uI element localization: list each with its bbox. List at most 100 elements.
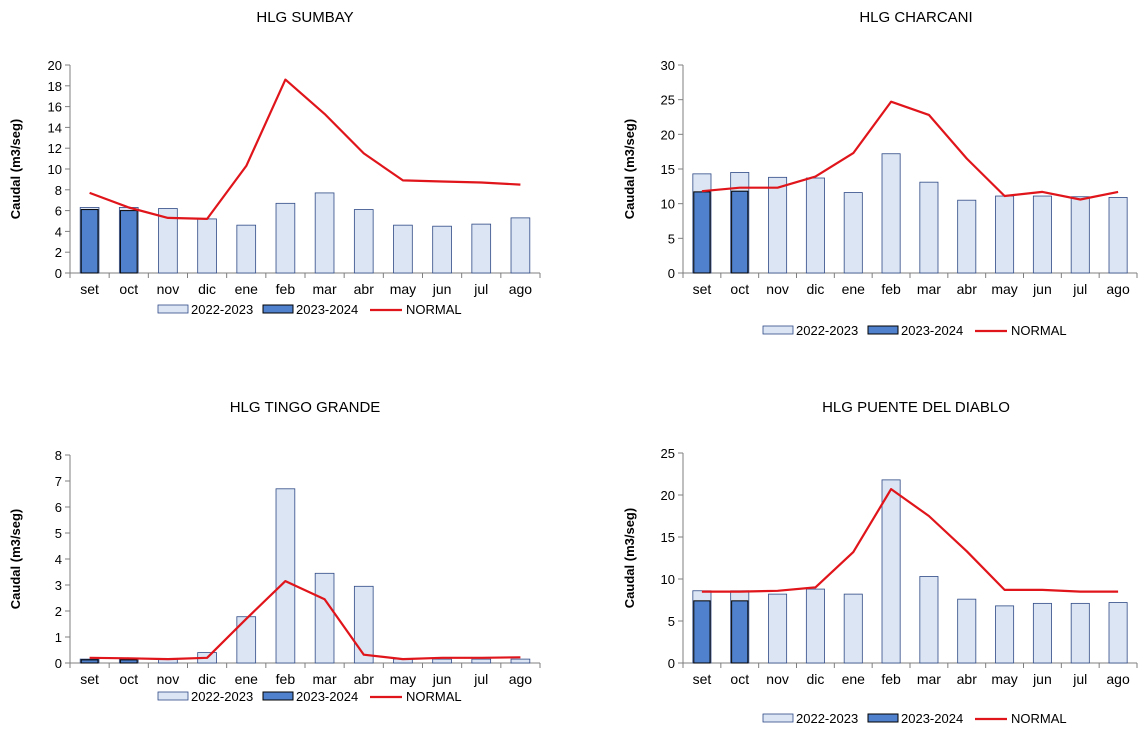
x-tick-label: ene: [842, 281, 866, 297]
y-tick-label: 8: [55, 183, 62, 198]
x-tick-label: jun: [1032, 281, 1052, 297]
x-tick-label: oct: [119, 671, 138, 687]
bar-2023-2024: [693, 191, 711, 274]
legend: 2022-2023 2023-2024 NORMAL: [762, 323, 1067, 338]
legend-label-2023-2024: 2023-2024: [901, 711, 963, 726]
x-tick-label: mar: [313, 671, 337, 687]
y-tick-label: 10: [661, 572, 675, 587]
x-tick-label: jul: [1072, 671, 1087, 687]
x-tick-label: jul: [473, 281, 488, 297]
x-tick-label: abr: [957, 671, 978, 687]
x-tick-label: set: [693, 671, 712, 687]
bar-2022-2023: [1108, 602, 1128, 664]
x-tick-label: may: [390, 281, 416, 297]
x-tick-label: set: [80, 281, 99, 297]
bar-2022-2023: [432, 658, 452, 664]
chart-panel-2: HLG CHARCANI Caudal (m3/seg) 0 5 10 15 20 25 30 s…: [622, 9, 1138, 338]
y-tick-label: 4: [55, 224, 62, 239]
y-tick-label: 8: [55, 448, 62, 463]
bar-2022-2023: [510, 217, 531, 274]
legend-swatch-2023-2024: [262, 691, 294, 701]
x-tick-label: ago: [1106, 671, 1130, 687]
x-tick-label: abr: [354, 671, 375, 687]
bar-2023-2024: [731, 190, 749, 274]
y-tick-label: 5: [55, 526, 62, 541]
bar-2022-2023: [275, 488, 296, 664]
bar-2022-2023: [843, 593, 863, 664]
bar-2022-2023: [353, 585, 374, 664]
bar-2022-2023: [158, 208, 178, 274]
y-tick-label: 0: [55, 266, 62, 281]
y-tick-label: 14: [48, 120, 62, 135]
y-tick-label: 12: [48, 141, 62, 156]
y-tick-label: 0: [668, 266, 675, 281]
bar-2023-2024: [80, 659, 99, 664]
x-tick-label: ago: [1106, 281, 1130, 297]
bar-2022-2023: [1070, 602, 1090, 664]
legend-label-2023-2024: 2023-2024: [296, 689, 358, 704]
normal-line: [701, 100, 1119, 201]
bar-2022-2023: [919, 181, 939, 274]
x-tick-label: jun: [432, 671, 452, 687]
bar-2022-2023: [393, 224, 413, 274]
x-tick-label: ene: [235, 281, 259, 297]
x-tick-label: dic: [806, 671, 824, 687]
x-tick-label: nov: [766, 671, 789, 687]
x-tick-label: may: [991, 671, 1017, 687]
bar-2022-2023: [768, 176, 788, 274]
bar-2022-2023: [957, 199, 977, 274]
bar-2022-2023: [881, 153, 901, 274]
y-axis-label: Caudal (m3/seg): [8, 119, 23, 219]
x-tick-label: dic: [198, 671, 216, 687]
x-tick-label: oct: [119, 281, 138, 297]
bar-2022-2023: [919, 576, 939, 664]
x-tick-label: nov: [157, 671, 180, 687]
chart-title: HLG PUENTE DEL DIABLO: [822, 399, 1010, 416]
legend: 2022-2023 2023-2024 NORMAL: [157, 302, 462, 317]
bar-2022-2023: [510, 658, 531, 664]
y-tick-label: 1: [55, 630, 62, 645]
y-tick-label: 2: [55, 245, 62, 260]
chart-title: HLG TINGO GRANDE: [230, 399, 381, 416]
y-tick-label: 6: [55, 500, 62, 515]
x-tick-label: jun: [1032, 671, 1052, 687]
y-tick-label: 10: [661, 197, 675, 212]
y-tick-label: 15: [661, 162, 675, 177]
bar-2023-2024: [80, 209, 99, 274]
x-tick-label: may: [390, 671, 416, 687]
bar-2022-2023: [1032, 195, 1052, 274]
x-tick-label: feb: [276, 671, 296, 687]
legend-label-2022-2023: 2022-2023: [191, 689, 253, 704]
x-tick-label: mar: [917, 281, 941, 297]
y-tick-label: 0: [668, 656, 675, 671]
x-tick-label: feb: [881, 281, 901, 297]
x-tick-label: feb: [276, 281, 296, 297]
legend-label-normal: NORMAL: [1011, 323, 1067, 338]
bar-2023-2024: [119, 210, 138, 274]
y-tick-label: 30: [661, 58, 675, 73]
legend-label-2022-2023: 2022-2023: [796, 323, 858, 338]
legend: 2022-2023 2023-2024 NORMAL: [157, 689, 462, 704]
x-tick-label: nov: [157, 281, 180, 297]
x-tick-label: may: [991, 281, 1017, 297]
y-axis-label: Caudal (m3/seg): [8, 509, 23, 609]
bar-2022-2023: [236, 224, 257, 274]
normal-line: [89, 78, 521, 220]
y-tick-label: 18: [48, 79, 62, 94]
x-tick-label: mar: [917, 671, 941, 687]
chart-panel-3: HLG TINGO GRANDE Caudal (m3/seg) 0 1 2 3 4 5 6 7 8…: [8, 399, 541, 704]
y-tick-label: 4: [55, 552, 62, 567]
y-tick-label: 5: [668, 614, 675, 629]
x-tick-label: dic: [198, 281, 216, 297]
chart-title: HLG SUMBAY: [256, 9, 353, 26]
bar-2022-2023: [432, 225, 452, 274]
legend-swatch-2022-2023: [762, 325, 794, 335]
bar-2022-2023: [768, 593, 788, 664]
x-tick-label: set: [693, 281, 712, 297]
legend-swatch-2022-2023: [762, 713, 794, 723]
chart-title: HLG CHARCANI: [859, 9, 972, 26]
y-tick-label: 0: [55, 656, 62, 671]
y-tick-label: 10: [48, 162, 62, 177]
